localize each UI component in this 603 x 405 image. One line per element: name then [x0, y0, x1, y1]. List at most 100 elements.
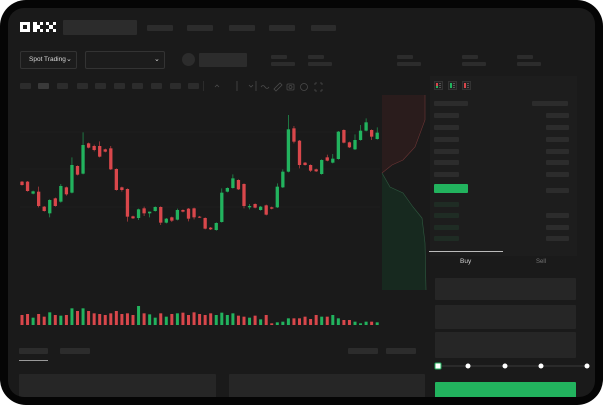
nav-item[interactable] — [187, 25, 213, 31]
candle-body — [203, 218, 207, 229]
candle-body — [308, 165, 313, 171]
bid-price — [434, 213, 459, 218]
candle-body — [314, 169, 318, 172]
candle-body — [153, 207, 157, 211]
volume-bar — [320, 316, 324, 325]
orderbook-header-amount — [532, 101, 568, 106]
candle-body — [264, 205, 268, 215]
volume-bar — [153, 317, 157, 325]
slider-handle — [434, 362, 442, 370]
orderbook-bids-icon[interactable] — [448, 81, 457, 90]
depth-asks-area — [382, 95, 425, 173]
amount-input[interactable] — [435, 305, 576, 329]
candle-body — [114, 169, 118, 190]
volume-bar — [359, 323, 363, 325]
buy-submit-button[interactable] — [435, 382, 576, 397]
ask-price — [434, 113, 459, 118]
candle-body — [225, 188, 229, 192]
total-input[interactable] — [435, 332, 576, 358]
price-input[interactable] — [435, 278, 576, 300]
orderbook-both-icon[interactable] — [434, 81, 443, 90]
slider-step — [584, 363, 590, 369]
timeframe-button[interactable] — [95, 83, 106, 89]
tab-order-history[interactable] — [60, 348, 90, 354]
trading-mode-dropdown[interactable]: Spot Trading ⌄ — [20, 51, 77, 69]
tab-open-orders[interactable] — [19, 348, 48, 354]
volume-bar — [125, 313, 129, 325]
timeframe-button[interactable] — [57, 83, 68, 89]
candle-body — [70, 165, 74, 193]
nav-item[interactable] — [147, 25, 173, 31]
candle-body — [186, 208, 191, 219]
nav-item[interactable] — [311, 25, 336, 31]
candle-body — [353, 140, 357, 150]
candle-body — [275, 186, 279, 208]
timeframe-button[interactable] — [77, 83, 88, 89]
bid-price — [434, 225, 459, 230]
volume-bar — [131, 315, 135, 325]
candle-body — [375, 132, 379, 139]
candle-body — [247, 206, 252, 208]
stat-label — [271, 55, 287, 59]
last-price-badge — [434, 184, 468, 193]
candlestick-chart[interactable] — [8, 8, 595, 338]
candles — [20, 115, 379, 231]
candle-body — [347, 142, 352, 148]
candle-body — [148, 211, 152, 214]
buy-tab[interactable]: Buy — [460, 258, 472, 265]
chevron-down-icon: ⌄ — [66, 56, 72, 63]
trading-screen: Spot Trading ⌄ ⌄ — [8, 8, 595, 397]
sell-tab[interactable]: Sell — [536, 259, 547, 265]
filter-button[interactable] — [348, 348, 378, 354]
candle-body — [364, 122, 368, 131]
timeframe-button[interactable] — [114, 83, 125, 89]
chevron-down-icon — [248, 84, 254, 88]
candle-body — [109, 148, 113, 170]
stat-value — [517, 62, 541, 66]
timeframe-button[interactable] — [151, 83, 162, 89]
volume-bar — [26, 314, 30, 325]
candle-body — [59, 186, 63, 202]
ask-amount — [546, 137, 569, 142]
candle-body — [142, 208, 146, 214]
filter-button[interactable] — [386, 348, 416, 354]
timeframe-button[interactable] — [132, 83, 143, 89]
chevron-down-icon: ⌄ — [154, 56, 160, 63]
candle-body — [320, 160, 324, 174]
orderbook-asks-icon[interactable] — [462, 81, 471, 90]
volume-bar — [375, 322, 379, 325]
nav-item[interactable] — [229, 25, 255, 31]
volume-bar — [114, 311, 118, 325]
candle-body — [197, 216, 202, 218]
volume-bar — [242, 316, 246, 325]
candle-body — [20, 181, 24, 185]
volume-bar — [270, 323, 274, 325]
volume-bar — [92, 313, 96, 325]
candle-body — [209, 227, 213, 230]
candle-body — [297, 140, 302, 165]
search-input[interactable] — [63, 20, 137, 35]
candle-body — [242, 184, 246, 206]
volume-bar — [203, 315, 207, 325]
candle-body — [175, 210, 180, 220]
volume-bar — [64, 315, 68, 325]
candle-body — [259, 206, 263, 210]
trading-mode-label: Spot Trading — [29, 56, 66, 63]
volume-bar — [170, 314, 174, 325]
ask-price — [434, 149, 459, 154]
depth-asks-line — [381, 95, 426, 174]
stat-value — [271, 62, 295, 66]
candle-body — [358, 130, 363, 140]
ask-amount — [546, 172, 569, 177]
timeframe-button[interactable] — [188, 83, 199, 89]
nav-item[interactable] — [269, 25, 295, 31]
timeframe-button[interactable] — [170, 83, 181, 89]
leverage-slider[interactable] — [432, 360, 592, 372]
candle-body — [98, 146, 102, 157]
pair-selector-dropdown[interactable]: ⌄ — [85, 51, 165, 69]
timeframe-button[interactable] — [38, 83, 49, 89]
okx-logo[interactable] — [20, 22, 58, 33]
candle-body — [42, 206, 46, 211]
volume-bar — [225, 315, 229, 325]
timeframe-button[interactable] — [20, 83, 31, 89]
